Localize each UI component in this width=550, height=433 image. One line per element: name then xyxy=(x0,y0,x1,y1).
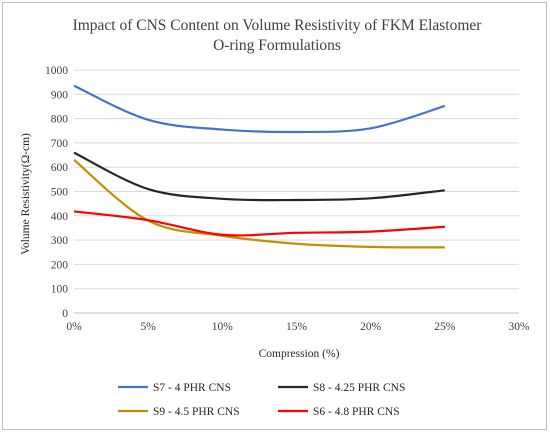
y-tick-label: 0 xyxy=(62,308,68,320)
y-tick-label: 100 xyxy=(51,284,69,296)
legend-label: S7 - 4 PHR CNS xyxy=(153,382,231,394)
y-tick-label: 800 xyxy=(51,114,69,126)
x-tick-label: 5% xyxy=(140,321,156,333)
legend-label: S9 - 4.5 PHR CNS xyxy=(153,406,240,418)
y-tick-label: 500 xyxy=(51,187,69,199)
series-line-4 xyxy=(73,210,445,237)
legend-label: S8 - 4.25 PHR CNS xyxy=(313,382,405,394)
y-tick-label: 300 xyxy=(51,235,69,247)
y-tick-label: 600 xyxy=(51,162,69,174)
x-axis-ticks: 0% 5% 10% 15% 20% 25% 30% xyxy=(66,321,530,333)
x-tick-label: 15% xyxy=(286,321,308,333)
legend: S7 - 4 PHR CNS S8 - 4.25 PHR CNS S9 - 4.5 … xyxy=(118,382,405,418)
series-line-2 xyxy=(73,151,445,202)
chart-title-line-2: O-ring Formulations xyxy=(213,37,341,54)
chart-frame: Impact of CNS Content on Volume Resistiv… xyxy=(2,2,547,430)
series-line-3 xyxy=(73,159,445,249)
y-axis-label: Volume Resistivity(Ω-cm) xyxy=(20,133,32,255)
y-tick-label: 1000 xyxy=(45,65,68,77)
gridlines xyxy=(74,69,519,314)
y-tick-label: 900 xyxy=(51,89,69,101)
series-line-1 xyxy=(73,84,446,134)
y-tick-label: 200 xyxy=(51,259,69,271)
y-axis-ticks: 0 100 200 300 400 500 600 700 800 900 1000 xyxy=(45,65,68,320)
x-tick-label: 20% xyxy=(360,321,382,333)
x-axis-label: Compression (%) xyxy=(259,348,340,360)
y-tick-label: 400 xyxy=(51,211,69,223)
x-tick-label: 10% xyxy=(212,321,234,333)
y-tick-label: 700 xyxy=(51,138,69,150)
series-lines xyxy=(73,84,446,249)
chart-title-line-1: Impact of CNS Content on Volume Resistiv… xyxy=(73,17,483,34)
x-tick-label: 0% xyxy=(66,321,82,333)
x-tick-label: 30% xyxy=(508,321,530,333)
line-chart: Impact of CNS Content on Volume Resistiv… xyxy=(20,17,530,418)
legend-label: S6 - 4.8 PHR CNS xyxy=(313,406,400,418)
x-tick-label: 25% xyxy=(434,321,456,333)
